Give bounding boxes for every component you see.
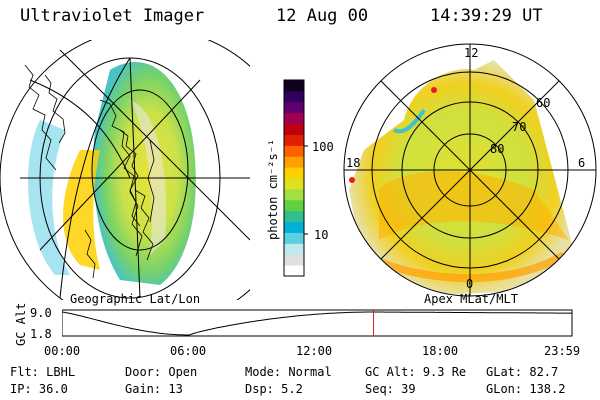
date-label: 12 Aug 00 bbox=[276, 6, 369, 26]
colorbar-segment bbox=[284, 178, 304, 190]
altitude-timeline bbox=[62, 309, 573, 337]
colorbar-segment bbox=[284, 254, 304, 266]
colorbar-segment bbox=[284, 90, 304, 103]
time-tick-1800: 18:00 bbox=[422, 344, 459, 358]
colorbar-segment bbox=[284, 112, 304, 125]
colorbar-unit-label: photon cm⁻²s⁻¹ bbox=[266, 138, 280, 240]
mlt-6-label: 6 bbox=[578, 156, 586, 170]
colorbar-segment bbox=[284, 101, 304, 114]
altitude-curve bbox=[62, 311, 573, 336]
colorbar-segment bbox=[284, 232, 304, 244]
colorbar-segment bbox=[284, 199, 304, 212]
hotspot-2 bbox=[349, 177, 355, 183]
colorbar-tick-10: 10 bbox=[314, 228, 329, 242]
aurora-emission bbox=[93, 62, 196, 286]
colorbar-segment bbox=[284, 123, 304, 135]
colorbar-tick-100: 100 bbox=[312, 140, 334, 154]
lat-lon-grid bbox=[20, 49, 250, 299]
colorbar-segment bbox=[284, 156, 304, 168]
status-seq: Seq: 39 bbox=[365, 382, 416, 396]
altitude-ylabel: GC Alt bbox=[14, 302, 28, 346]
mlat-60-label: 60 bbox=[536, 96, 551, 110]
mlt-18-label: 18 bbox=[346, 156, 361, 170]
colorbar-segment bbox=[284, 167, 304, 179]
status-glat: GLat: 82.7 bbox=[486, 365, 559, 379]
colorbar bbox=[283, 79, 308, 277]
colorbar-segment bbox=[284, 134, 304, 146]
colorbar-segment bbox=[284, 221, 304, 233]
mlt-12-label: 12 bbox=[464, 46, 479, 60]
colorbar-segment bbox=[284, 210, 304, 223]
status-gc-alt: GC Alt: 9.3 Re bbox=[365, 365, 467, 379]
time-tick-0000: 00:00 bbox=[44, 344, 81, 358]
colorbar-segment bbox=[284, 265, 304, 277]
time-tick-2359: 23:59 bbox=[544, 344, 581, 358]
status-flt: Flt: LBHL bbox=[10, 365, 76, 379]
hotspot-1 bbox=[431, 87, 437, 93]
status-glon: GLon: 138.2 bbox=[486, 382, 566, 396]
status-dsp: Dsp: 5.2 bbox=[245, 382, 303, 396]
mlat-80-label: 80 bbox=[490, 142, 505, 156]
polar-grid bbox=[343, 43, 597, 297]
status-ip: IP: 36.0 bbox=[10, 382, 68, 396]
status-gain: Gain: 13 bbox=[125, 382, 183, 396]
coastlines bbox=[24, 64, 155, 279]
status-door: Door: Open bbox=[125, 365, 198, 379]
colorbar-segment bbox=[284, 188, 304, 201]
time-tick-1200: 12:00 bbox=[296, 344, 333, 358]
colorbar-segment bbox=[284, 145, 304, 157]
instrument-title: Ultraviolet Imager bbox=[20, 6, 205, 26]
geographic-map-panel bbox=[0, 40, 250, 300]
time-label: 14:39:29 UT bbox=[430, 6, 543, 26]
altitude-ytick-max: 9.0 bbox=[30, 306, 52, 320]
time-tick-0600: 06:00 bbox=[170, 344, 207, 358]
polar-caption: Apex MLat/MLT bbox=[424, 292, 518, 306]
mlat-70-label: 70 bbox=[512, 120, 527, 134]
polar-plot-panel bbox=[343, 43, 597, 297]
colorbar-segment bbox=[284, 243, 304, 255]
colorbar-segment bbox=[284, 80, 304, 92]
geographic-caption: Geographic Lat/Lon bbox=[70, 292, 201, 306]
altitude-ytick-min: 1.8 bbox=[30, 327, 52, 341]
mlt-0-label: 0 bbox=[466, 277, 474, 291]
status-mode: Mode: Normal bbox=[245, 365, 332, 379]
